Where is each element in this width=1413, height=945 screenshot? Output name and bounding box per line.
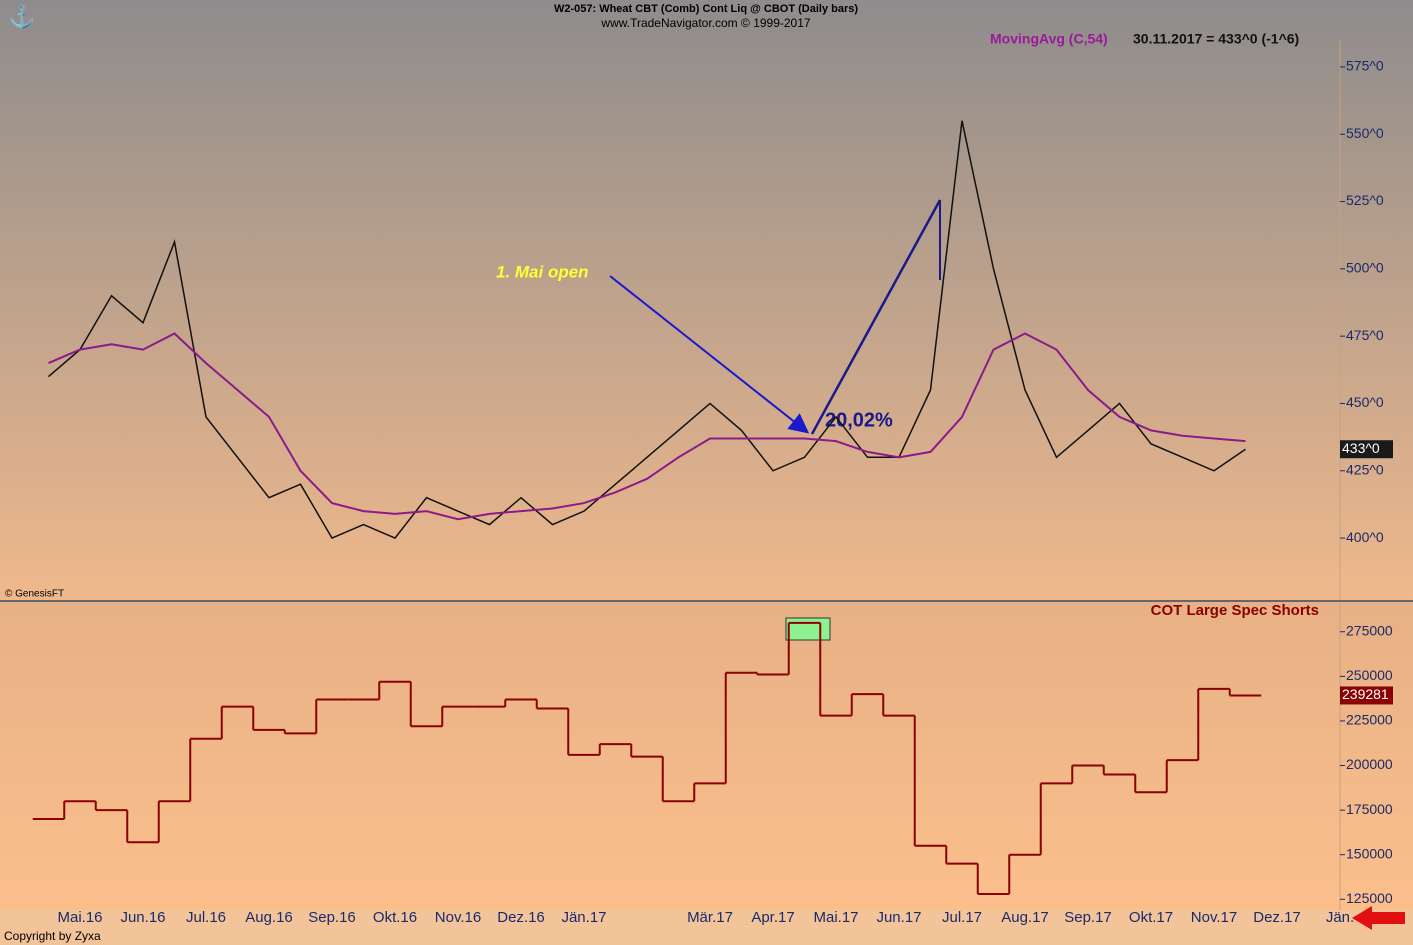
- arrow: [609, 275, 810, 434]
- x-tick-label: Dez.16: [497, 909, 545, 926]
- y-tick-label: 500^0: [1346, 260, 1384, 276]
- chart-subtitle: www.TradeNavigator.com © 1999-2017: [600, 16, 810, 30]
- x-tick-label: Mär.17: [687, 909, 733, 926]
- x-tick-label: Okt.16: [373, 909, 417, 926]
- x-tick-label: Jän.: [1326, 909, 1354, 926]
- y-tick-label: 475^0: [1346, 327, 1384, 343]
- x-tick-label: Jän.17: [561, 909, 606, 926]
- y-tick-label: 400^0: [1346, 529, 1384, 545]
- price-panel: [0, 0, 1413, 602]
- copyright: Copyright by Zyxa: [4, 929, 101, 943]
- y-tick-label: 250000: [1346, 667, 1393, 683]
- legend-entry: MovingAvg (C,54): [990, 31, 1108, 47]
- annotation: 20,02%: [825, 409, 893, 431]
- y-tick-label: 450^0: [1346, 394, 1384, 410]
- last-value-tag: [1340, 440, 1393, 459]
- y-tick-label: 525^0: [1346, 192, 1384, 208]
- logo: ⚓: [8, 4, 35, 29]
- x-axis-band: [0, 910, 1413, 945]
- highlight-box: [785, 617, 831, 641]
- x-tick-label: Apr.17: [751, 909, 794, 926]
- x-tick-label: Dez.17: [1253, 909, 1301, 926]
- x-tick-label: Sep.17: [1064, 909, 1112, 926]
- x-tick-label: Mai.16: [57, 909, 102, 926]
- legend-entry: COT Large Spec Shorts: [1151, 602, 1319, 619]
- y-tick-label: 225000: [1346, 712, 1393, 728]
- y-tick-label: 425^0: [1346, 461, 1384, 477]
- x-tick-label: Nov.17: [1191, 909, 1237, 926]
- x-tick-label: Nov.16: [435, 909, 481, 926]
- x-tick-label: Aug.17: [1001, 909, 1049, 926]
- x-tick-label: Aug.16: [245, 909, 293, 926]
- chart-title: W2-057: Wheat CBT (Comb) Cont Liq @ CBOT…: [554, 3, 858, 15]
- y-tick-label: 125000: [1346, 890, 1393, 906]
- y-tick-label: 200000: [1346, 756, 1393, 772]
- source: © GenesisFT: [5, 589, 64, 600]
- y-tick-label: 575^0: [1346, 58, 1384, 74]
- y-tick-label: 550^0: [1346, 125, 1384, 141]
- cot-panel: [0, 602, 1413, 910]
- x-tick-label: Sep.16: [308, 909, 356, 926]
- x-tick-label: Jun.17: [876, 909, 921, 926]
- x-tick-label: Mai.17: [813, 909, 858, 926]
- status-text: 30.11.2017 = 433^0 (-1^6): [1133, 31, 1299, 47]
- y-tick-label: 175000: [1346, 801, 1393, 817]
- last-value-label: 239281: [1342, 686, 1389, 702]
- nav-arrow[interactable]: [1352, 906, 1405, 930]
- x-tick-label: Jun.16: [120, 909, 165, 926]
- y-tick-label: 150000: [1346, 845, 1393, 861]
- annotation: 1. Mai open: [496, 262, 589, 281]
- line-series: [48, 332, 1246, 521]
- y-tick-label: 275000: [1346, 622, 1393, 638]
- x-tick-label: Okt.17: [1129, 909, 1173, 926]
- last-value-label: 433^0: [1342, 440, 1380, 456]
- x-tick-label: Jul.16: [186, 909, 226, 926]
- last-value-tag: [1340, 686, 1393, 705]
- line-series: [48, 120, 1246, 540]
- x-tick-label: Jul.17: [942, 909, 982, 926]
- arrow: [810, 199, 942, 435]
